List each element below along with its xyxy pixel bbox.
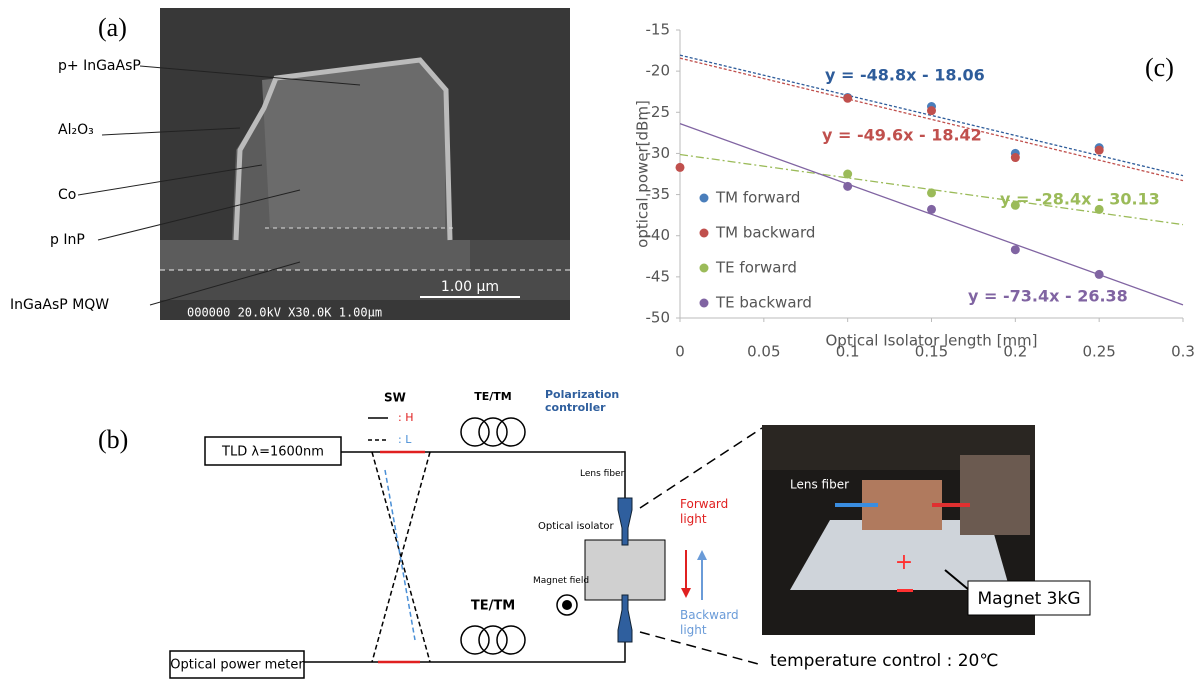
legend-marker [700,229,709,238]
fiber-line [304,640,625,662]
coil [461,626,489,654]
magnet-field-dot [562,600,572,610]
arrowhead [681,588,691,598]
point [843,94,852,103]
switch-label: SW [384,391,406,405]
minus-sign [897,589,913,592]
switch-legend-h: : H [398,411,413,424]
magnet-field-label: Magnet field [533,575,589,588]
point [676,163,685,172]
y-axis-label: optical power[dBm] [634,100,652,248]
panel-label: (b) [98,425,128,454]
layer-label: Co [58,187,76,203]
y-tick-label: -15 [646,21,671,39]
point [927,106,936,115]
point [927,188,936,197]
point [1011,153,1020,162]
legend-marker [700,264,709,273]
point [927,205,936,214]
backward-label: Backward light [680,608,742,638]
sem-info: 000000 20.0kV X30.0K 1.00µm [187,306,382,320]
panel-label: (c) [1145,53,1174,82]
figure-canvas: (a) 1.00 µm 000000 20.0kV X30.0K 1.00µm … [0,0,1202,680]
trendline [680,124,1183,305]
coil [497,626,525,654]
point [1011,245,1020,254]
y-tick-label: -50 [646,309,671,327]
switch-legend-l: : L [398,433,412,446]
point [1095,146,1104,155]
point [1095,270,1104,279]
zoom-line [640,428,762,508]
x-tick-label: 0.05 [747,343,780,361]
layer-label: InGaAsP MQW [10,297,109,313]
x-tick-label: 0.25 [1082,343,1115,361]
lens-fiber [618,595,632,642]
legend-label: TE backward [715,294,812,312]
controller-note: Polarization controller [545,388,635,414]
point [843,182,852,191]
isolator-box [585,540,665,600]
x-tick-label: 0 [675,343,685,361]
y-tick-label: -20 [646,62,671,80]
coil [479,626,507,654]
temperature-label: temperature control : 20℃ [770,651,998,671]
controller-label: TE/TM [471,599,515,614]
x-axis-label: Optical Isolator length [mm] [825,332,1037,350]
source-label: TLD λ=1600nm [221,445,324,460]
magnet-label: Magnet 3kG [977,589,1080,609]
photo-label: Lens fiber [790,478,849,492]
isolator-label: Optical isolator [538,520,614,533]
legend-label: TM backward [715,224,815,242]
fiber [304,418,625,662]
trendline-label: y = -48.8x - 18.06 [825,66,985,85]
scale-bar-label: 1.00 µm [441,279,499,295]
x-tick-label: 0.3 [1171,343,1195,361]
detector-label: Optical power meter [170,658,304,673]
coil [479,418,507,446]
legend-marker [700,194,709,203]
layer-label: Al₂O₃ [58,122,94,138]
legend-label: TM forward [715,189,800,207]
layer-label: p InP [50,232,85,248]
point [843,170,852,179]
y-tick-label: -45 [646,267,671,285]
panel-label: (a) [98,13,127,42]
legend-label: TE forward [715,259,797,277]
layer-labels: p+ InGaAsP Al₂O₃ Co p InP InGaAsP MQW [10,58,141,313]
forward-label: Forward light [680,497,750,527]
controller-label: TE/TM [474,390,512,403]
trendline-label: y = -73.4x - 26.38 [968,287,1128,306]
coil [497,418,525,446]
layer-label: p+ InGaAsP [58,58,141,74]
figure: (a) 1.00 µm 000000 20.0kV X30.0K 1.00µm … [0,0,1202,680]
sem-core [262,62,445,228]
lens-fiber [618,498,632,545]
fiber-line [341,452,625,520]
lens-fiber-label: Lens fiber [580,468,624,481]
trendline-label: y = -49.6x - 18.42 [822,126,982,145]
legend-marker [700,299,709,308]
arrowhead [697,550,707,560]
trendline-label: y = -28.4x - 30.13 [1000,190,1160,209]
plus-sign: + [895,550,913,575]
coil [461,418,489,446]
photo-fiber-holder [960,455,1030,535]
